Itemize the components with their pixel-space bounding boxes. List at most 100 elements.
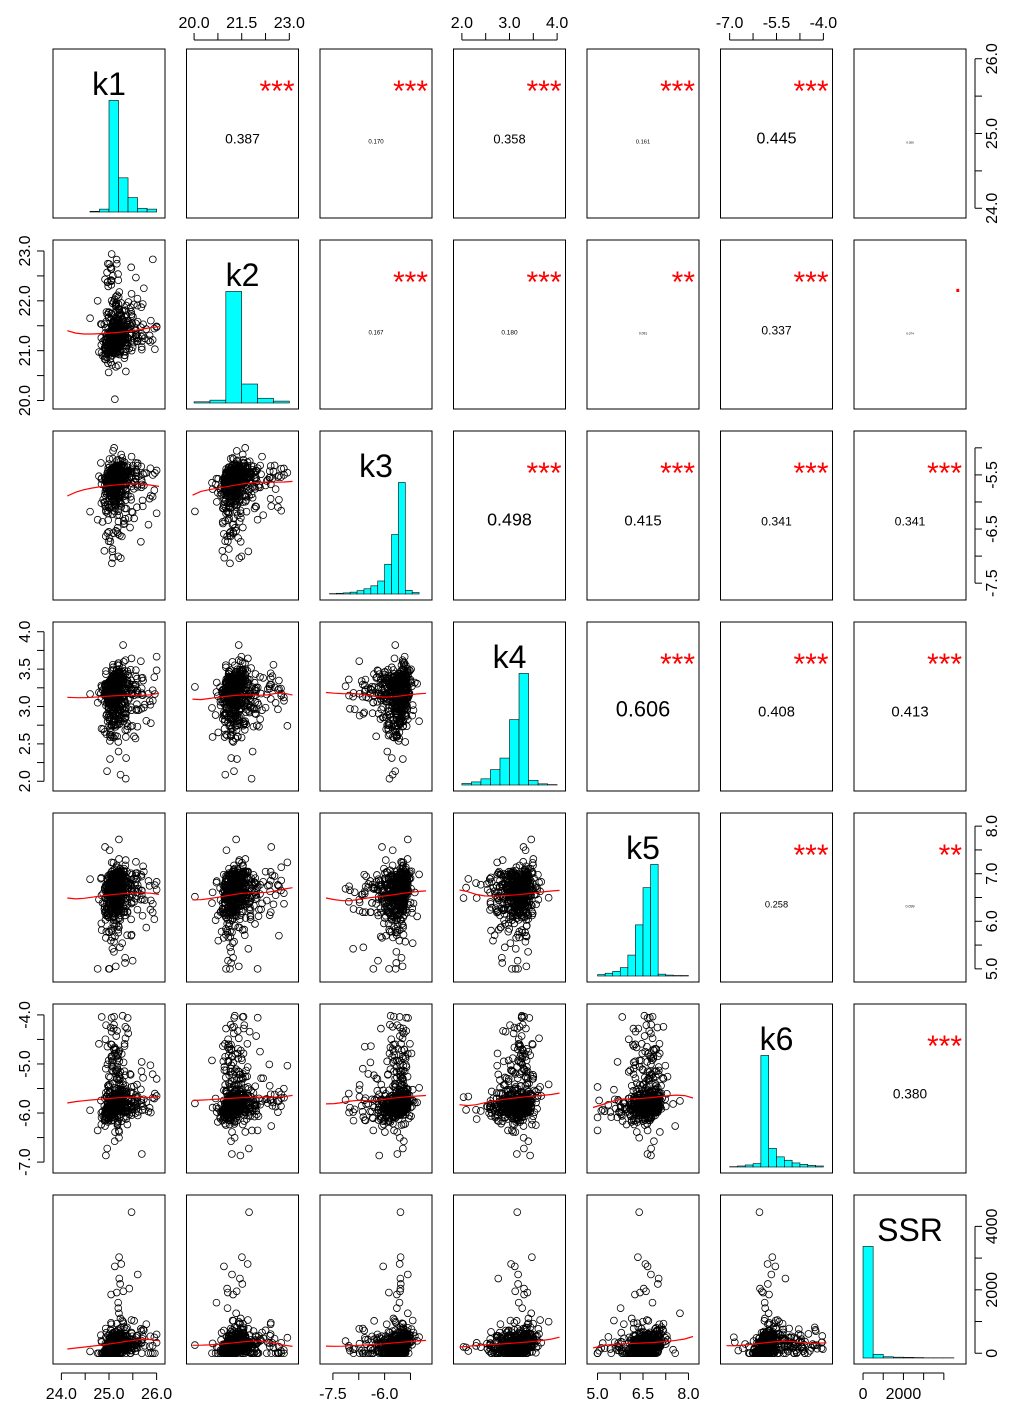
scatter-point <box>105 846 114 855</box>
histogram-bar <box>363 588 372 595</box>
scatter-point <box>235 554 244 563</box>
histogram-bar <box>480 778 491 786</box>
correlation-value: 0.167 <box>368 331 384 337</box>
scatter-point <box>118 939 127 947</box>
correlation-value: 0.415 <box>624 514 661 530</box>
scatter-point <box>524 948 532 956</box>
scatter-point <box>86 314 94 322</box>
scatter-point <box>267 502 276 510</box>
panel-k3-k6: 0.341*** <box>720 430 833 601</box>
scatter-point <box>529 855 538 863</box>
scatter-point <box>378 843 386 851</box>
scatter-point <box>110 347 119 355</box>
scatter-point <box>359 943 368 952</box>
scatter-point <box>127 312 136 320</box>
panel-frame <box>319 621 433 792</box>
scatter-point <box>108 547 117 556</box>
scatter-point <box>133 905 142 914</box>
scatter-point <box>127 507 136 516</box>
scatter-point <box>275 931 283 940</box>
scatter-point <box>247 774 256 783</box>
scatter-point <box>113 259 121 268</box>
significance-stars: *** <box>393 266 428 299</box>
histogram-bar <box>89 210 100 213</box>
scatter-point <box>275 676 283 685</box>
panel-k5-k3 <box>319 812 433 983</box>
scatter-point <box>97 926 106 934</box>
scatter-point <box>212 678 221 687</box>
scatter-point <box>214 936 223 945</box>
scatter-point <box>116 531 124 540</box>
panel-k2-SSR: 0.074. <box>853 239 967 410</box>
histogram-bar <box>384 563 392 595</box>
scatter-point <box>115 855 123 863</box>
histogram-bar <box>411 592 420 595</box>
scatter-point <box>222 846 231 855</box>
scatter-point <box>121 953 129 962</box>
scatter-point <box>93 965 102 973</box>
scatter-point <box>147 491 155 500</box>
significance-stars: . <box>954 266 962 299</box>
histogram-bar <box>118 177 129 213</box>
panel-frame <box>586 239 700 410</box>
scatter-point <box>123 341 132 349</box>
scatter-point <box>472 894 481 902</box>
scatter-point <box>267 843 276 851</box>
scatter-point <box>133 301 142 310</box>
scatter-point <box>142 923 151 932</box>
scatter-point <box>138 911 147 920</box>
scatter-point <box>109 529 117 537</box>
scatter-point <box>139 470 147 479</box>
scatter-point <box>103 268 111 277</box>
scatter-point <box>112 302 120 311</box>
scatter-point <box>106 537 115 546</box>
scatter-point <box>150 486 159 495</box>
scatter-point <box>392 948 401 956</box>
scatter-point <box>137 657 145 665</box>
scatter-point <box>362 872 371 881</box>
scatter-point <box>191 683 199 691</box>
scatter-point <box>117 500 126 508</box>
histogram-bar <box>241 383 258 404</box>
scatter-point <box>126 325 135 334</box>
histogram-bar <box>273 400 290 404</box>
scatter-point <box>374 956 382 965</box>
scatter-point <box>107 250 116 258</box>
significance-stars: *** <box>927 648 962 681</box>
scatter-point <box>97 919 106 928</box>
scatter-point <box>104 359 112 368</box>
panel-k2-k6: 0.337*** <box>720 239 833 410</box>
histogram-bar <box>518 673 529 786</box>
panel-k1-k5: 0.161*** <box>586 48 700 219</box>
panel-frame <box>52 430 166 601</box>
scatter-point <box>116 943 124 952</box>
panel-k3-SSR: 0.341*** <box>853 430 967 601</box>
scatter-point <box>114 361 122 370</box>
panel-k5-k4 <box>453 812 566 983</box>
panel-k3-k3: k3 <box>319 430 433 601</box>
scatter-point <box>266 674 275 682</box>
scatter-point <box>115 288 124 296</box>
scatter-point <box>118 307 127 315</box>
correlation-value: 0.387 <box>225 131 260 147</box>
scatter-point <box>462 883 470 892</box>
scatter-point <box>100 547 109 555</box>
histogram-bar <box>391 534 399 595</box>
scatter-point <box>106 263 115 272</box>
panel-k1-k1: k1 <box>52 48 166 219</box>
scatter-point <box>127 263 135 272</box>
scatter-point <box>221 770 230 779</box>
scatter-point <box>132 459 140 467</box>
scatter-point <box>100 320 109 328</box>
scatter-point <box>111 962 120 971</box>
histogram-bar <box>356 590 365 595</box>
panel-frame <box>586 48 700 219</box>
scatter-point <box>102 308 111 316</box>
scatter-point <box>132 273 140 282</box>
scatter-point <box>137 537 145 546</box>
scatter-point <box>408 939 417 947</box>
panel-k2-k1 <box>52 239 166 410</box>
scatter-point <box>401 738 410 746</box>
histogram-bar <box>370 585 379 595</box>
